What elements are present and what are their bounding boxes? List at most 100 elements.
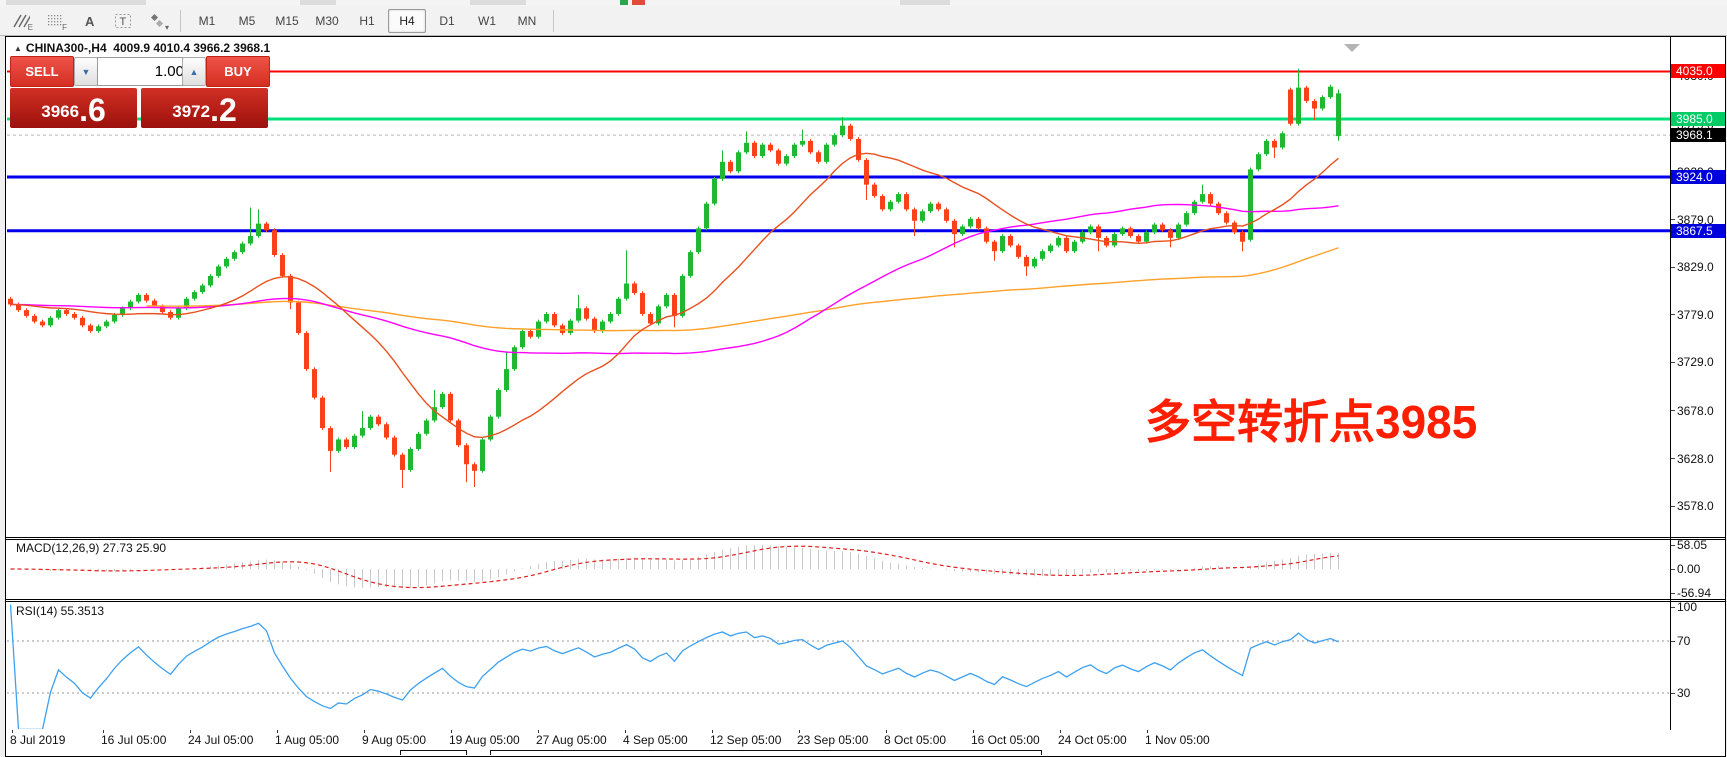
scroll-end-triangle-icon — [1344, 44, 1360, 52]
price-flag-4035.0: 4035.0 — [1671, 64, 1725, 79]
price-axis-border — [1670, 37, 1671, 749]
timeframe-button-h1[interactable]: H1 — [359, 13, 375, 28]
chart-ohlc-title: ▲ CHINA300-,H4 4009.9 4010.4 3966.2 3968.… — [14, 41, 270, 55]
time-label: 1 Aug 05:00 — [275, 733, 340, 747]
price-flag-3968.1: 3968.1 — [1671, 128, 1725, 143]
macd-canvas[interactable] — [7, 540, 1670, 599]
grid-dots-icon-sub: F — [62, 22, 67, 32]
price-tick-label: 3779.0 — [1677, 307, 1714, 322]
price-tick-label: 3879.0 — [1677, 212, 1714, 227]
clipped-icons — [470, 0, 526, 5]
time-label: 19 Aug 05:00 — [449, 733, 520, 747]
objects-shapes-icon[interactable]: ▾ — [141, 8, 173, 34]
grid-dots-icon[interactable]: F — [39, 8, 71, 34]
price-tick-label: 3578.0 — [1677, 499, 1714, 514]
timeframe-button-mn[interactable]: MN — [517, 13, 537, 28]
price-tick-dash — [1671, 314, 1675, 316]
buy-price-display[interactable]: 3972.2 — [141, 88, 268, 128]
time-label: 23 Sep 05:00 — [797, 733, 869, 747]
buy-button[interactable]: BUY — [206, 56, 270, 87]
toolbar-separator — [553, 9, 554, 32]
time-tick — [12, 730, 13, 733]
pane-separator[interactable] — [6, 537, 1725, 538]
macd-tick-dash — [1671, 569, 1675, 570]
indicator-hatch-icon[interactable]: E — [5, 8, 37, 34]
time-tick — [364, 730, 365, 733]
macd-axis-label: -56.94 — [1677, 586, 1712, 600]
rsi-label: RSI(14) 55.3513 — [16, 604, 105, 618]
time-tick — [712, 730, 713, 733]
buy-price-frac: .2 — [210, 92, 237, 128]
price-chart-canvas[interactable]: 多空转折点3985 — [7, 38, 1670, 537]
macd-axis-label: 58.05 — [1677, 538, 1708, 552]
toolbar-separator — [180, 9, 181, 32]
sell-price-frac: .6 — [79, 92, 106, 128]
one-click-trade-panel: SELL ▼ ▲ BUY 3966.6 3972.2 — [10, 56, 270, 128]
rsi-tick-dash — [1671, 641, 1675, 642]
time-label: 8 Jul 2019 — [10, 733, 66, 747]
clipped-red-icon — [632, 0, 645, 5]
sell-button[interactable]: SELL — [10, 56, 74, 87]
time-tick — [1060, 730, 1061, 733]
time-tick — [190, 730, 191, 733]
timeframe-group: M1 M5 M15 M30 H1 H4 D1 W1 MN — [187, 8, 547, 33]
macd-label: MACD(12,26,9) 27.73 25.90 — [16, 541, 167, 555]
symbol-period-label: CHINA300-,H4 — [25, 41, 107, 55]
time-axis[interactable]: 8 Jul 2019 16 Jul 05:00 24 Jul 05:00 1 Aug … — [6, 730, 1725, 749]
volume-increase-button[interactable]: ▲ — [182, 57, 206, 86]
time-label: 8 Oct 05:00 — [884, 733, 947, 747]
collapse-triangle-icon[interactable]: ▲ — [14, 44, 22, 53]
price-tick-dash — [1671, 410, 1675, 412]
ohlc-values: 4009.9 4010.4 3966.2 3968.1 — [113, 41, 271, 55]
time-tick — [799, 730, 800, 733]
timeframe-button-d1[interactable]: D1 — [439, 13, 455, 28]
volume-input[interactable] — [97, 57, 191, 86]
clipped-green-icon — [620, 0, 628, 5]
time-label: 1 Nov 05:00 — [1145, 733, 1210, 747]
price-tick-dash — [1671, 505, 1675, 507]
timeframe-button-h4[interactable]: H4 — [388, 8, 426, 33]
macd-tick-dash — [1671, 545, 1675, 546]
clipped-icons — [900, 0, 950, 5]
chart-window[interactable]: ▲ CHINA300-,H4 4009.9 4010.4 3966.2 3968.… — [5, 36, 1726, 757]
svg-text:T: T — [120, 16, 127, 28]
time-tick — [451, 730, 452, 733]
timeframe-button-m15[interactable]: M15 — [275, 13, 299, 28]
rsi-axis-label: 30 — [1677, 686, 1691, 700]
time-tick — [277, 730, 278, 733]
clipped-status-strip — [6, 750, 1725, 755]
timeframe-button-w1[interactable]: W1 — [478, 13, 496, 28]
macd-tick-dash — [1671, 593, 1675, 594]
time-label: 27 Aug 05:00 — [536, 733, 607, 747]
price-tick-label: 3628.0 — [1677, 451, 1714, 466]
rsi-tick-dash — [1671, 607, 1675, 608]
time-label: 16 Jul 05:00 — [101, 733, 167, 747]
clipped-status-box — [400, 750, 467, 755]
rsi-axis-label: 100 — [1677, 600, 1698, 614]
price-tick-dash — [1671, 219, 1675, 221]
text-box-icon[interactable]: T — [107, 8, 139, 34]
sell-price-display[interactable]: 3966.6 — [10, 88, 137, 128]
price-flag-3867.5: 3867.5 — [1671, 223, 1725, 238]
volume-decrease-button[interactable]: ▼ — [74, 57, 98, 86]
time-tick — [886, 730, 887, 733]
timeframe-button-m1[interactable]: M1 — [198, 13, 216, 28]
price-tick-label: 3729.0 — [1677, 355, 1714, 370]
text-label-icon[interactable]: A — [73, 8, 105, 34]
price-tick-label: 3678.0 — [1677, 403, 1714, 418]
clipped-icons — [6, 0, 146, 5]
buy-price-main: 3972 — [172, 102, 211, 121]
price-tick-dash — [1671, 361, 1675, 363]
price-tick-dash — [1671, 458, 1675, 459]
pane-separator[interactable] — [6, 599, 1725, 600]
pane-separator — [6, 539, 1725, 540]
price-flag-3924.0: 3924.0 — [1671, 170, 1725, 184]
timeframe-button-m5[interactable]: M5 — [238, 13, 256, 28]
time-label: 16 Oct 05:00 — [971, 733, 1040, 747]
rsi-canvas[interactable] — [7, 602, 1670, 729]
time-label: 12 Sep 05:00 — [710, 733, 782, 747]
rsi-axis-label: 70 — [1677, 634, 1691, 648]
timeframe-button-m30[interactable]: M30 — [315, 13, 339, 28]
time-tick — [103, 730, 104, 733]
